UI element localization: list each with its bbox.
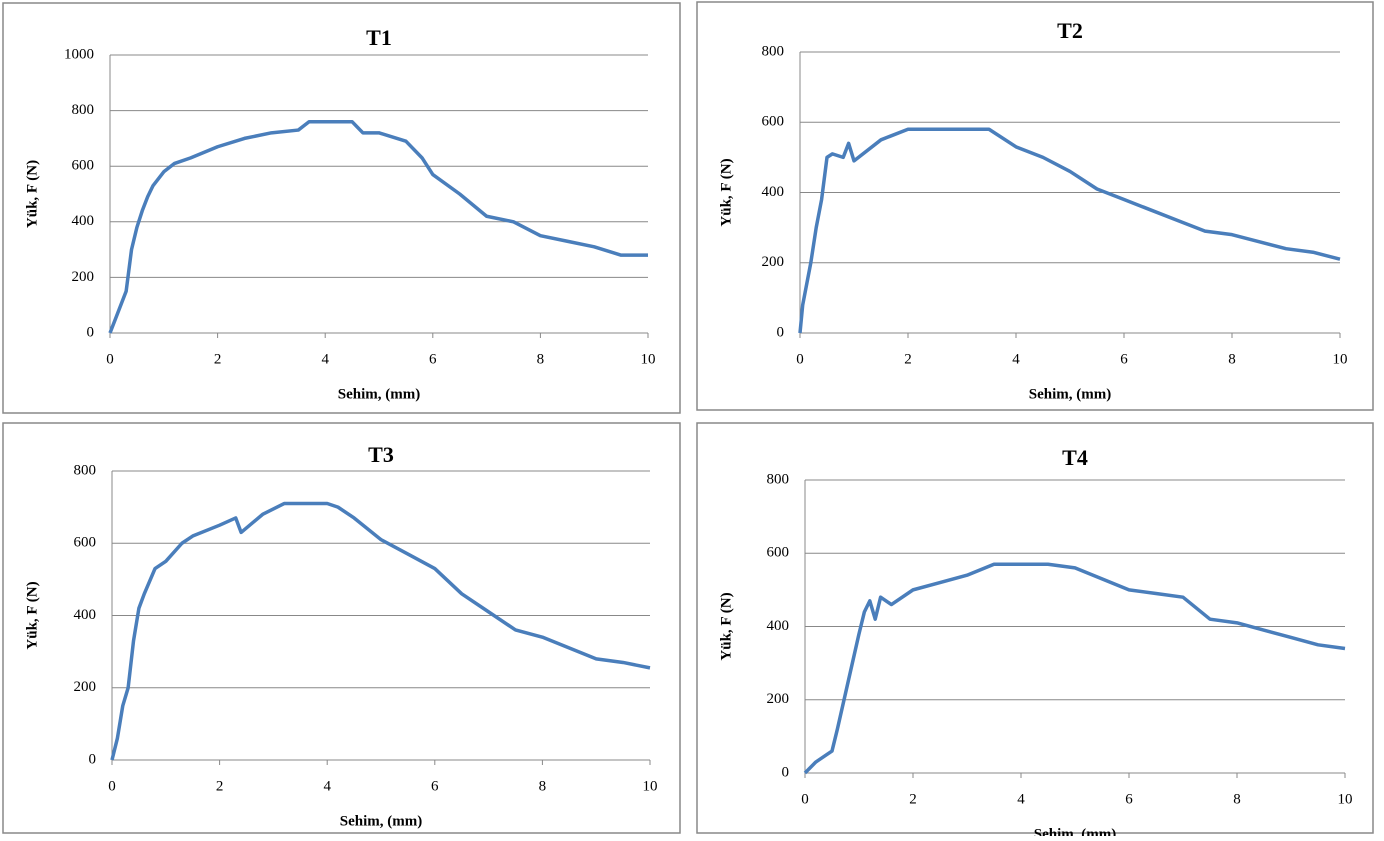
x-tick-label: 4 xyxy=(323,778,331,794)
chart-title: T4 xyxy=(1062,445,1088,470)
y-tick-label: 800 xyxy=(74,462,97,478)
y-tick-label: 200 xyxy=(762,254,785,270)
x-axis-label: Sehim, (mm) xyxy=(1029,386,1112,402)
x-tick-label: 2 xyxy=(216,778,224,794)
y-axis-label: Yük, F (N) xyxy=(718,158,734,226)
chart-title: T3 xyxy=(368,442,394,467)
data-line xyxy=(803,562,1346,775)
y-tick-label: 800 xyxy=(767,471,790,487)
x-tick-label: 0 xyxy=(796,351,804,367)
y-tick-label: 600 xyxy=(762,114,785,130)
x-tick-label: 4 xyxy=(1012,351,1020,367)
y-tick-label: 1000 xyxy=(64,46,94,62)
y-tick-label: 600 xyxy=(72,158,95,174)
y-axis-label: Yük, F (N) xyxy=(24,581,40,649)
y-tick-label: 0 xyxy=(89,751,97,767)
chart-title: T2 xyxy=(1057,18,1083,43)
x-axis-label: Sehim, (mm) xyxy=(340,813,423,829)
y-tick-label: 400 xyxy=(74,607,97,623)
x-tick-label: 2 xyxy=(214,351,222,367)
y-tick-label: 800 xyxy=(72,102,95,118)
y-tick-label: 0 xyxy=(782,764,790,780)
data-line xyxy=(110,501,651,761)
x-tick-label: 6 xyxy=(1120,351,1128,367)
x-tick-label: 10 xyxy=(641,351,656,367)
x-tick-label: 4 xyxy=(1017,791,1025,807)
x-tick-label: 4 xyxy=(321,351,329,367)
x-tick-label: 6 xyxy=(429,351,437,367)
y-axis-label: Yük, F (N) xyxy=(718,592,734,660)
chart-title: T1 xyxy=(366,25,392,50)
y-tick-label: 600 xyxy=(74,535,97,551)
y-tick-label: 600 xyxy=(767,545,790,561)
x-tick-label: 8 xyxy=(539,778,547,794)
y-tick-label: 200 xyxy=(767,691,790,707)
panel-border xyxy=(2,2,681,414)
y-axis-label: Yük, F (N) xyxy=(24,160,40,228)
x-axis-label: Sehim, (mm) xyxy=(338,386,421,402)
x-tick-label: 0 xyxy=(108,778,116,794)
x-tick-label: 6 xyxy=(431,778,439,794)
x-tick-label: 10 xyxy=(1338,791,1353,807)
y-tick-label: 200 xyxy=(74,679,97,695)
y-tick-label: 0 xyxy=(777,324,785,340)
y-tick-label: 400 xyxy=(767,618,790,634)
x-tick-label: 8 xyxy=(1233,791,1241,807)
x-tick-label: 2 xyxy=(909,791,917,807)
panel-border xyxy=(2,422,681,834)
x-tick-label: 0 xyxy=(106,351,114,367)
data-line xyxy=(108,119,648,334)
x-tick-label: 10 xyxy=(1333,351,1348,367)
data-line xyxy=(798,127,1341,334)
y-tick-label: 0 xyxy=(87,324,95,340)
y-tick-label: 400 xyxy=(762,184,785,200)
y-tick-label: 800 xyxy=(762,43,785,59)
x-tick-label: 8 xyxy=(1228,351,1236,367)
x-tick-label: 8 xyxy=(537,351,545,367)
panel-border xyxy=(696,422,1374,834)
x-tick-label: 10 xyxy=(643,778,658,794)
y-tick-label: 400 xyxy=(72,213,95,229)
x-tick-label: 2 xyxy=(904,351,912,367)
y-tick-label: 200 xyxy=(72,269,95,285)
panel-border xyxy=(696,1,1374,411)
x-axis-label: Sehim, (mm) xyxy=(1034,826,1117,836)
x-tick-label: 0 xyxy=(801,791,809,807)
x-tick-label: 6 xyxy=(1125,791,1133,807)
